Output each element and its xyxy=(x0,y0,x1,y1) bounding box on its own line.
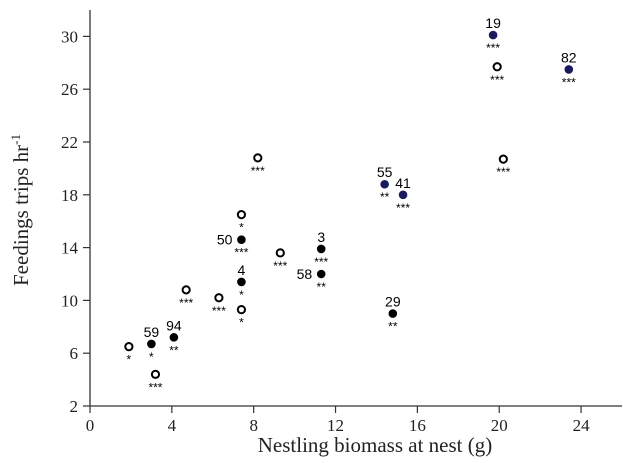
significance-label: ** xyxy=(169,343,179,357)
x-tick-label: 4 xyxy=(168,416,177,435)
y-tick-label: 30 xyxy=(61,27,78,46)
data-point-open xyxy=(236,210,247,220)
point-id-label: 3 xyxy=(317,229,325,245)
significance-label: *** xyxy=(562,75,576,89)
significance-label: *** xyxy=(486,41,500,55)
x-tick-label: 24 xyxy=(573,416,591,435)
y-tick-label: 22 xyxy=(61,133,78,152)
point-id-label: 4 xyxy=(238,262,246,278)
data-point-open xyxy=(150,369,161,379)
significance-label: *** xyxy=(179,296,193,310)
point-labels: *59*94************4*50**********3***58**… xyxy=(127,15,577,394)
significance-label: *** xyxy=(496,165,510,179)
data-point-open xyxy=(181,285,191,295)
data-point-filled xyxy=(237,277,246,287)
x-tick-label: 16 xyxy=(409,416,426,435)
data-point-filled xyxy=(398,190,408,200)
significance-label: *** xyxy=(490,73,504,87)
point-id-label: 82 xyxy=(561,49,577,65)
data-point-open xyxy=(275,248,285,258)
x-tick-label: 20 xyxy=(491,416,508,435)
data-point-filled xyxy=(169,333,179,342)
significance-label: * xyxy=(239,316,244,330)
data-point-filled xyxy=(237,235,246,244)
data-point-filled xyxy=(316,244,326,254)
significance-label: *** xyxy=(234,246,248,260)
point-id-label: 19 xyxy=(485,15,501,31)
significance-label: * xyxy=(239,221,244,235)
x-tick-label: 8 xyxy=(249,416,258,435)
point-id-label: 50 xyxy=(217,232,233,248)
y-tick-label: 14 xyxy=(61,239,79,258)
point-id-label: 94 xyxy=(166,317,182,333)
data-point-open xyxy=(236,305,247,315)
x-axis-title: Nestling biomass at nest (g) xyxy=(258,433,492,457)
significance-label: * xyxy=(239,288,244,302)
data-point-filled xyxy=(380,179,389,189)
y-axis-title: Feedings trips hr-1 xyxy=(8,134,33,286)
data-point-filled xyxy=(388,309,398,318)
data-point-open xyxy=(498,154,508,164)
point-id-label: 41 xyxy=(395,175,411,191)
point-id-label: 29 xyxy=(385,294,401,310)
point-id-label: 59 xyxy=(144,324,160,340)
significance-label: ** xyxy=(317,280,327,294)
point-id-label: 55 xyxy=(377,164,393,180)
significance-label: * xyxy=(127,353,132,367)
significance-label: *** xyxy=(314,255,328,269)
y-tick-label: 18 xyxy=(61,186,78,205)
significance-label: ** xyxy=(380,190,390,204)
point-id-label: 58 xyxy=(297,266,313,282)
y-tick-label: 26 xyxy=(61,80,78,99)
data-point-open xyxy=(492,62,502,72)
significance-label: *** xyxy=(148,380,162,394)
data-point-filled xyxy=(564,65,574,74)
significance-label: *** xyxy=(396,201,410,215)
data-point-open xyxy=(214,293,224,303)
data-point-filled xyxy=(316,269,326,279)
x-tick-label: 12 xyxy=(327,416,344,435)
y-tick-label: 6 xyxy=(70,344,79,363)
data-point-open xyxy=(253,153,263,163)
axes xyxy=(89,10,622,407)
y-tick-label: 2 xyxy=(70,397,79,416)
significance-label: *** xyxy=(251,164,265,178)
significance-label: ** xyxy=(388,320,398,334)
data-point-filled xyxy=(147,339,156,349)
x-tick-label: 0 xyxy=(86,416,95,435)
y-tick-label: 10 xyxy=(61,291,78,310)
data-point-filled xyxy=(488,30,498,40)
significance-label: *** xyxy=(273,259,287,273)
significance-label: * xyxy=(149,350,154,364)
y-axis-title-text: Feedings trips hr xyxy=(9,145,33,286)
data-points xyxy=(124,30,574,379)
significance-label: *** xyxy=(212,304,226,318)
data-point-open xyxy=(124,342,134,352)
y-axis-title-superscript: -1 xyxy=(8,134,23,145)
